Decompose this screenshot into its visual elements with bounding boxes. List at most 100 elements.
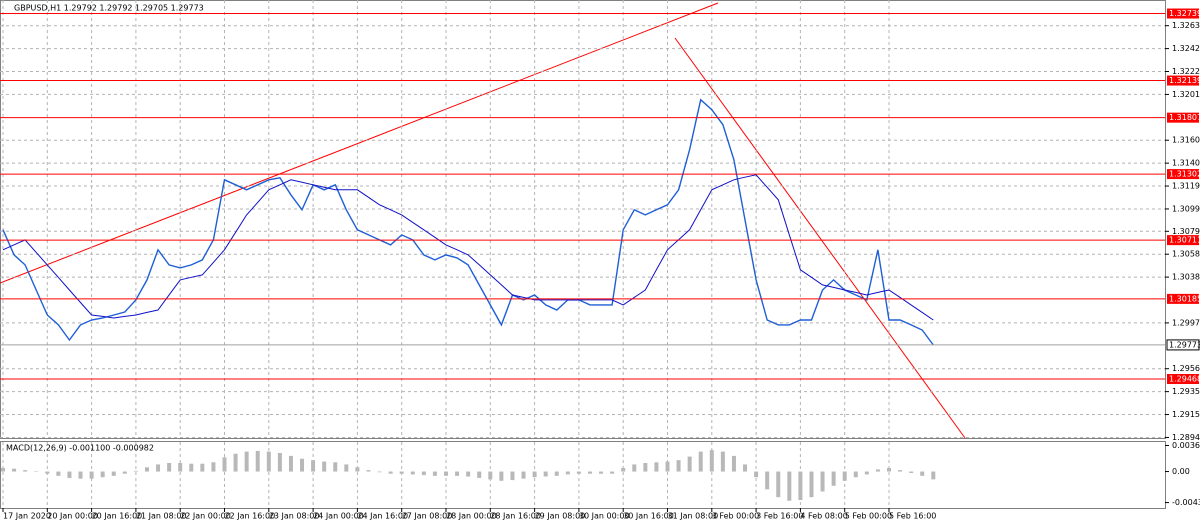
macd-bar [399,471,404,474]
level-label: 1.32139 [1169,76,1200,85]
macd-bar [222,457,227,472]
level-label-bg [1167,293,1199,304]
y-tick-label: 1.30990 [1172,204,1200,213]
macd-title: MACD(12,26,9) -0.001100 -0.000982 [6,444,154,453]
x-tick-label: 5 Feb 00:00 [845,512,892,521]
x-tick-label: 28 Jan 16:00 [490,512,541,521]
x-tick-label: 27 Jan 08:00 [402,512,453,521]
macd-bar [864,471,869,475]
macd-bar [12,468,17,472]
macd-bar [344,464,349,472]
macd-bar [709,450,714,472]
macd-bar [898,470,903,472]
y-tick-label: 1.31605 [1172,136,1200,145]
macd-bar [532,471,537,478]
macd-bar [931,471,936,480]
macd-bar [909,471,914,473]
macd-bar [277,453,282,472]
macd-bar [820,471,825,492]
macd-bar [410,471,415,475]
macd-bar [466,471,471,477]
macd-bar [543,471,548,477]
x-tick-label: 3 Feb 00:00 [712,512,759,521]
macd-bar [300,458,305,472]
macd-bar [731,455,736,472]
macd-panel [0,441,1166,509]
y-tick-label: 1.29150 [1172,410,1200,419]
macd-bar [654,462,659,472]
macd-bar [787,471,792,501]
macd-bar [23,470,28,472]
main-panel [0,0,1166,439]
macd-bar [776,471,781,498]
y-tick-label: 1.31195 [1172,182,1200,191]
x-tick-label: 22 Jan 16:00 [225,512,276,521]
y-tick-label: 0.00 [1172,467,1190,476]
macd-bar [488,471,493,480]
y-tick-label: 1.31400 [1172,159,1200,168]
y-tick-label: 1.32425 [1172,44,1200,53]
macd-bar [875,469,880,472]
macd-bar [133,470,138,472]
level-label: 1.32739 [1169,9,1200,18]
macd-bar [610,471,615,474]
macd-bar [45,471,50,474]
macd-bar [200,463,205,472]
x-tick-label: 23 Jan 08:00 [269,512,320,521]
macd-bar [255,450,260,472]
macd-bar [510,471,515,481]
y-tick-label: -0.004358 [1172,498,1200,507]
level-label: 1.31302 [1169,170,1200,179]
macd-bar [587,471,592,474]
macd-bar [266,451,271,472]
macd-bar [144,467,149,472]
y-tick-label: 1.30790 [1172,227,1200,236]
x-tick-label: 22 Jan 00:00 [180,512,231,521]
y-tick-label: 1.30380 [1172,273,1200,282]
x-tick-label: 28 Jan 00:00 [446,512,497,521]
level-label-bg [1167,169,1199,180]
y-tick-label: 1.29355 [1172,387,1200,396]
macd-bar [920,471,925,476]
last-price-label: 1.29773 [1169,340,1200,349]
macd-bar [665,461,670,472]
level-label-bg [1167,374,1199,385]
x-tick-label: 4 Feb 08:00 [800,512,847,521]
x-tick-label: 29 Jan 08:00 [535,512,586,521]
trend-line [0,2,719,284]
x-tick-label: 20 Jan 16:00 [92,512,143,521]
level-label-bg [1167,8,1199,19]
macd-bar [355,467,360,472]
macd-bar [34,471,39,473]
macd-bar [366,470,371,472]
macd-bar [78,471,83,479]
macd-bar [499,471,504,481]
macd-bar [676,460,681,472]
x-tick-label: 21 Jan 08:00 [136,512,187,521]
macd-bar [720,451,725,472]
macd-bar [432,471,437,476]
x-tick-label: 30 Jan 00:00 [579,512,630,521]
y-tick-label: 1.32015 [1172,90,1200,99]
macd-bar [455,471,460,476]
price-line [2,98,934,346]
y-tick-label: 0.003662 [1172,441,1200,450]
macd-bar [178,463,183,472]
macd-bar [754,471,759,478]
macd-bar [288,455,293,472]
x-tick-label: 3 Feb 16:00 [756,512,803,521]
macd-bar [798,471,803,501]
x-tick-label: 17 Jan 2020 [3,512,51,521]
macd-bar [122,471,127,474]
macd-bar [599,471,604,474]
y-tick-label: 1.32630 [1172,21,1200,30]
macd-bar [189,463,194,472]
y-tick-label: 1.29970 [1172,318,1200,327]
macd-bar [444,471,448,476]
level-label: 1.30185 [1169,294,1200,303]
level-label-bg [1167,75,1199,86]
level-label-bg [1167,235,1199,246]
macd-bar [244,451,249,472]
macd-bar [765,471,770,490]
